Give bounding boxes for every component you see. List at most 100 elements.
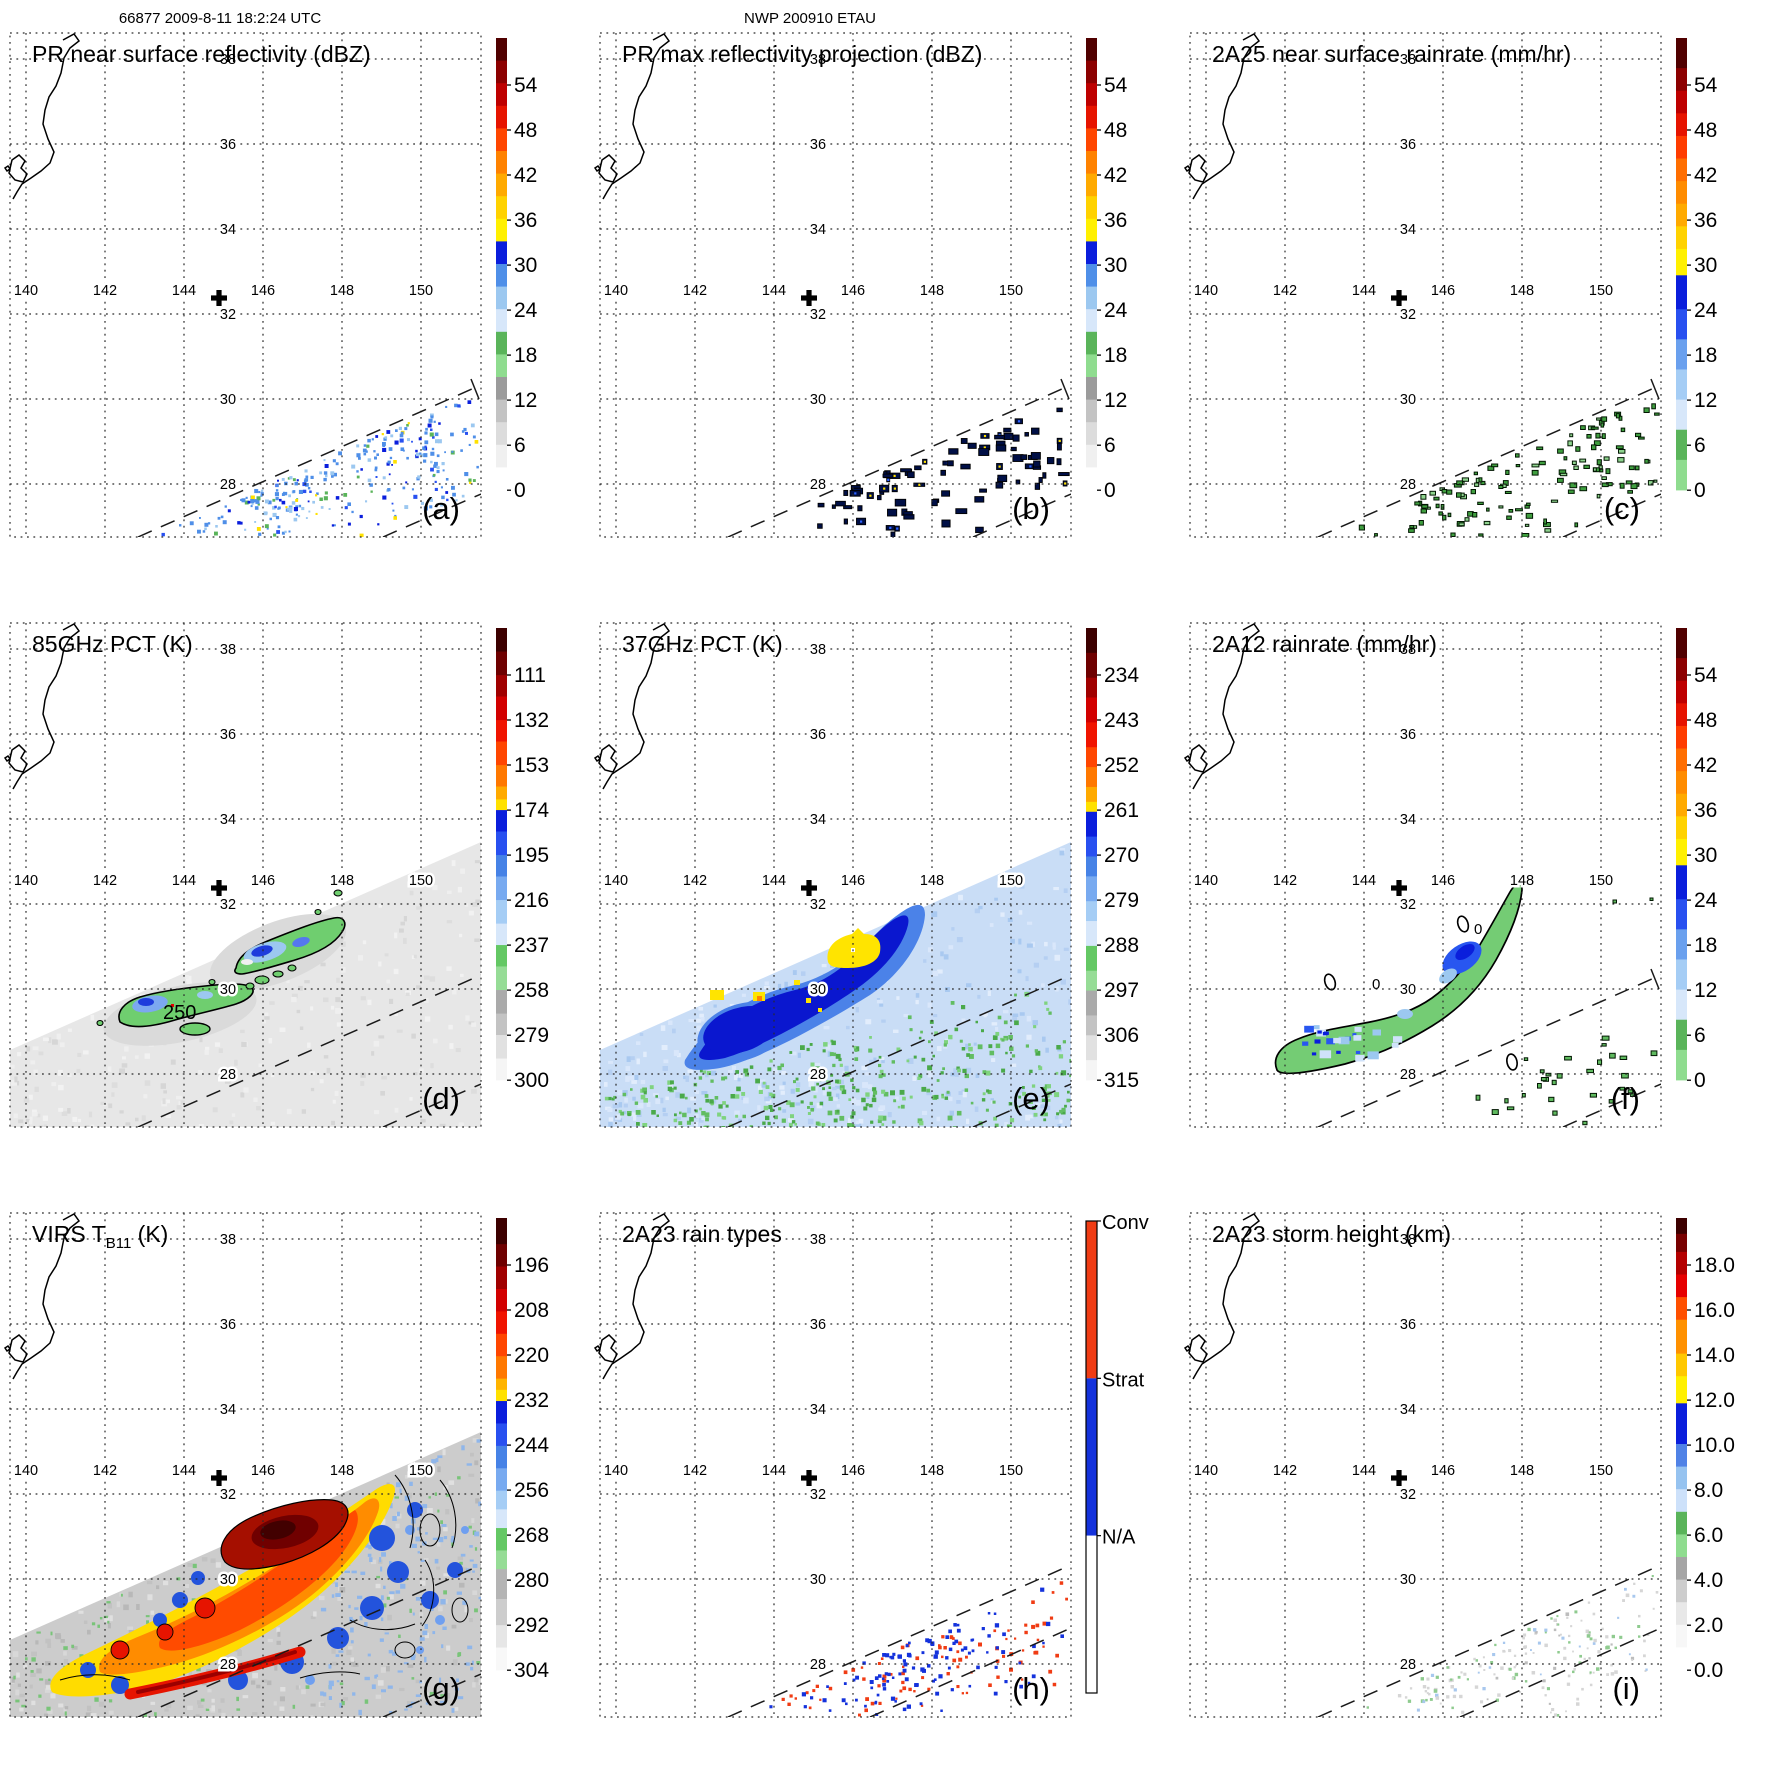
data-pixel xyxy=(828,1686,833,1691)
data-pixel xyxy=(717,1112,722,1117)
lon-label: 148 xyxy=(330,283,354,299)
lon-label: 142 xyxy=(93,1463,117,1479)
data-pixel xyxy=(1531,469,1539,476)
texture-pixel xyxy=(218,1708,222,1713)
data-pixel xyxy=(927,1664,931,1668)
data-pixel xyxy=(1650,1050,1658,1057)
texture-pixel xyxy=(480,959,481,964)
data-pixel xyxy=(386,1596,390,1600)
texture-pixel xyxy=(128,1591,133,1598)
texture-pixel xyxy=(1007,918,1013,922)
data-pixel xyxy=(1526,502,1531,507)
lat-label: 36 xyxy=(810,1317,826,1333)
data-pixel xyxy=(993,1612,997,1615)
data-pixel xyxy=(1032,1644,1036,1649)
data-pixel xyxy=(411,440,413,443)
texture-pixel xyxy=(459,1582,465,1588)
pr-swath-edges xyxy=(727,974,1071,1127)
texture-pixel xyxy=(444,1693,451,1699)
panel-corner-label: (h) xyxy=(1012,1671,1050,1706)
texture-pixel xyxy=(304,980,310,984)
coastline-japan xyxy=(1183,33,1261,200)
data-pixel xyxy=(1374,533,1378,537)
data-pixel xyxy=(1477,501,1484,506)
data-pixel xyxy=(460,449,463,452)
texture-pixel xyxy=(286,1108,292,1115)
data-pixel xyxy=(357,1595,363,1599)
data-pixel xyxy=(1619,1086,1625,1091)
colorbar-category-label: Strat xyxy=(1102,1369,1145,1391)
data-pixel xyxy=(1596,493,1601,499)
data-pixel xyxy=(1630,1656,1635,1660)
data-pixel xyxy=(429,505,433,509)
lat-label: 28 xyxy=(220,1657,236,1673)
data-pixel xyxy=(704,1094,709,1098)
data-pixel xyxy=(613,1095,617,1099)
texture-pixel xyxy=(796,1082,801,1087)
data-pixel xyxy=(295,513,298,516)
data-pixel xyxy=(1056,407,1063,413)
data-pixel xyxy=(1590,426,1599,430)
data-pixel xyxy=(947,1115,953,1121)
panel-title: VIRS TB11 (K) xyxy=(32,1221,168,1252)
texture-pixel xyxy=(60,1639,65,1643)
data-pixel xyxy=(971,1649,975,1653)
data-pixel xyxy=(1628,465,1635,471)
data-pixel xyxy=(934,1094,939,1100)
texture-pixel xyxy=(475,1498,480,1504)
data-pixel xyxy=(1033,1025,1037,1029)
data-pixel xyxy=(406,456,409,460)
data-pixel xyxy=(442,469,445,472)
texture-pixel xyxy=(431,1101,435,1107)
lon-label: 148 xyxy=(1510,1463,1534,1479)
data-pixel xyxy=(816,1082,819,1086)
data-pixel xyxy=(404,505,409,509)
lat-label: 28 xyxy=(1400,1067,1416,1083)
texture-pixel xyxy=(903,1013,909,1018)
data-pixel xyxy=(872,1094,876,1098)
data-pixel xyxy=(1480,480,1486,486)
data-pixel xyxy=(854,492,857,495)
data-pixel xyxy=(828,1086,832,1089)
texture-pixel xyxy=(104,1617,110,1623)
texture-pixel xyxy=(1046,1105,1051,1111)
data-pixel xyxy=(240,498,243,501)
texture-pixel xyxy=(162,1098,166,1105)
texture-pixel xyxy=(458,1122,464,1127)
data-pixel xyxy=(1508,1667,1512,1671)
texture-pixel xyxy=(1003,1010,1009,1014)
data-pixel xyxy=(348,1604,351,1609)
data-pixel xyxy=(890,531,896,537)
data-pixel xyxy=(1482,1687,1486,1691)
texture-pixel xyxy=(471,1089,477,1094)
texture-pixel xyxy=(111,1092,115,1097)
texture-pixel xyxy=(965,1043,970,1050)
colorbar-tick-label: 243 xyxy=(1104,709,1139,732)
data-pixel xyxy=(899,1089,905,1095)
data-pixel xyxy=(649,1085,654,1090)
data-pixel xyxy=(395,429,398,432)
data-pixel xyxy=(1525,512,1534,519)
texture-pixel xyxy=(814,1062,821,1068)
data-pixel xyxy=(241,498,246,503)
data-pixel xyxy=(307,487,311,490)
data-pixel xyxy=(356,470,359,473)
data-pixel xyxy=(389,456,393,460)
data-pixel xyxy=(949,1635,954,1640)
texture-pixel xyxy=(371,1559,377,1565)
data-pixel xyxy=(1435,1693,1439,1698)
data-pixel xyxy=(1506,1106,1515,1111)
texture-pixel xyxy=(472,1590,478,1595)
data-pixel xyxy=(823,1042,828,1047)
texture-pixel xyxy=(955,1071,959,1077)
lat-label: 36 xyxy=(220,727,236,743)
data-pixel xyxy=(1545,1072,1552,1077)
data-pixel xyxy=(878,1674,882,1678)
data-pixel xyxy=(771,1093,776,1098)
data-pixel xyxy=(398,1634,401,1638)
colorbar-tick-label: 10.0 xyxy=(1694,1434,1735,1457)
data-pixel xyxy=(917,1076,921,1080)
data-pixel xyxy=(642,1087,647,1093)
data-pixel xyxy=(1542,1679,1546,1683)
pr-swath-edges xyxy=(1317,378,1661,537)
